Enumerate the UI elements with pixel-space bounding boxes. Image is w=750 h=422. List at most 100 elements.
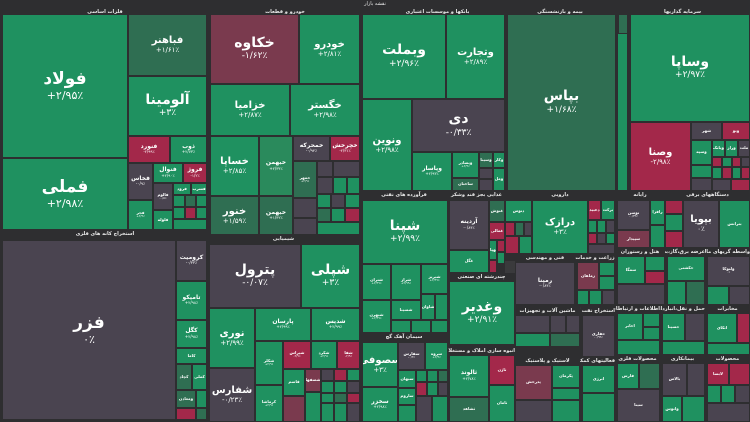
tile-shpna[interactable]: شپنا +۲/۹۹٪ [362,200,448,264]
tile-micro[interactable] [712,167,722,179]
tile-micro[interactable] [515,315,550,333]
tile-micro[interactable] [416,370,427,382]
tile-vbank[interactable]: وبانک [712,140,725,157]
tile-micro[interactable] [682,396,705,422]
tile-micro[interactable] [729,363,750,385]
tile-samen[interactable]: ثامان [489,385,515,422]
tile-micro[interactable] [321,369,334,381]
tile-micro[interactable] [283,396,305,422]
tile-shkord[interactable]: شکرد +۲/۹٪ [311,341,337,369]
tile-micro[interactable] [686,281,705,305]
tile-vbsader[interactable]: وبصادر +۲/۹٪ [452,152,479,178]
tile-btrans[interactable]: بترانس [719,200,750,248]
tile-vraz[interactable]: وراز [725,140,738,157]
tile-pkerman[interactable]: پکرمان [552,365,580,388]
tile-fanova[interactable]: فنوال +۲/۹۰٪ [153,163,183,183]
tile-micro[interactable] [685,313,705,341]
tile-shavan[interactable]: شاوان [421,294,435,320]
tile-fered[interactable]: فرود [173,183,191,195]
tile-micro[interactable] [416,382,427,396]
tile-parsan[interactable]: پارسان +۲/۹۹٪ [255,308,311,341]
tile-micro[interactable] [588,220,597,233]
tile-balas[interactable]: بالاس [662,363,687,396]
tile-rafza[interactable]: رافزا [650,200,665,225]
tile-micro[interactable] [411,320,431,333]
tile-vsina[interactable]: وسینا [479,152,493,168]
tile-kchad[interactable]: کچاد [176,364,192,390]
tile-bpooya[interactable]: بپویا ۰٪ [683,200,719,248]
tile-micro[interactable] [321,393,334,403]
tile-micro[interactable] [650,225,665,248]
tile-labsa[interactable]: لابسا [707,363,729,385]
tile-micro[interactable] [515,222,524,236]
tile-shafa[interactable]: شفا -۲/۹٪ [337,341,360,369]
tile-vnovin[interactable]: ونوین +۲/۹۸٪ [362,99,412,191]
tile-micro[interactable] [662,341,705,355]
tile-micro[interactable] [617,284,665,305]
tile-micro[interactable] [665,214,683,231]
tile-micro[interactable] [582,393,615,422]
tile-noori[interactable]: نوری +۲/۹۹٪ [209,308,255,368]
tile-faloole[interactable]: فلوله [153,210,173,230]
tile-micro[interactable] [317,177,333,194]
tile-sakhtan[interactable]: ساختان [452,178,479,191]
tile-ghmali[interactable]: غمالی [489,222,505,240]
tile-micro[interactable] [317,208,331,222]
tile-pdarakhsh[interactable]: پدرخش [515,365,552,400]
tile-micro[interactable] [317,161,333,177]
tile-fabahonar[interactable]: فباهنر +۱/۶۱٪ [128,14,207,76]
tile-micro[interactable] [515,400,552,422]
tile-shraz[interactable]: شراز +۲/۹۹٪ [391,264,421,300]
tile-micro[interactable] [732,167,741,179]
tile-shsina[interactable]: شسینا [391,300,421,320]
tile-micro[interactable] [639,363,660,389]
tile-ghadir[interactable]: قاسم [283,369,305,396]
tile-sarve[interactable]: سروه +۲/۹٪ [425,342,448,370]
tile-vsapa[interactable]: وساپا +۲/۹۷٪ [630,14,750,122]
tile-micro[interactable] [196,390,207,408]
tile-faloom[interactable]: فالوم -۰/۸٪ [153,183,173,210]
tile-rampna[interactable]: رمپنا -۰/۸۴٪ [515,262,575,305]
tile-micro[interactable] [347,393,360,403]
tile-ardineh[interactable]: آردینه -۰/۸۴٪ [449,200,489,250]
tile-micro[interactable] [196,195,207,207]
tile-micro[interactable] [707,343,750,355]
tile-micro[interactable] [347,381,360,393]
tile-micro[interactable] [577,290,589,305]
tile-akhaber[interactable]: اخابر [617,313,643,340]
tile-micro[interactable] [645,256,665,271]
tile-micro[interactable] [588,233,597,244]
tile-vtejarat[interactable]: وتجارت +۲/۸۹٪ [446,14,505,99]
tile-shedis[interactable]: شدیس +۲/۹۹٪ [311,308,360,341]
tile-shekam[interactable]: شکلر +۲/۹٪ [255,341,283,385]
tile-micro[interactable] [597,233,606,244]
tile-dtoos[interactable]: دتوس [505,200,532,222]
tile-hakeshti[interactable]: حکشتی [667,256,705,281]
tile-akhabar[interactable]: اتکای [707,313,737,343]
tile-tamiko[interactable]: تامیکو +۲/۹۸٪ [176,281,207,320]
tile-faghat[interactable]: فسرب [191,183,207,195]
tile-vpasar[interactable]: وپاسار +۲/۹۳٪ [412,152,452,191]
tile-micro[interactable] [196,207,207,219]
tile-micro[interactable] [617,14,628,191]
tile-sakhzar[interactable]: سخزر +۲/۹۸٪ [362,387,398,422]
tile-khodro[interactable]: خودرو +۲/۸۱٪ [299,14,360,84]
tile-micro[interactable] [618,14,628,34]
tile-micro[interactable] [707,385,721,403]
tile-fameli[interactable]: فملی +۲/۹۸٪ [2,158,128,230]
tile-vghadir[interactable]: وغدیر +۲/۹۱٪ [449,281,515,345]
tile-ghbehpak[interactable]: غبهپاک [489,240,497,260]
tile-micro[interactable] [431,320,448,333]
tile-salvand[interactable]: ثالوند +۲/۷۸٪ [449,355,489,397]
tile-micro[interactable] [317,194,331,208]
tile-micro[interactable] [505,236,519,254]
tile-micro[interactable] [321,403,334,422]
tile-fezar[interactable]: فزر ۰٪ [2,240,176,420]
tile-vkar[interactable]: وکار [493,152,505,168]
tile-shteran[interactable]: شتران +۲/۹۹٪ [362,264,391,300]
tile-vmal[interactable]: ومل [493,168,505,191]
tile-micro[interactable] [712,157,722,167]
tile-vmaaden[interactable]: ومعادن [176,390,196,408]
tile-fanoord[interactable]: فنورد -۲/۹۹٪ [128,136,170,163]
tile-micro[interactable] [588,244,615,254]
